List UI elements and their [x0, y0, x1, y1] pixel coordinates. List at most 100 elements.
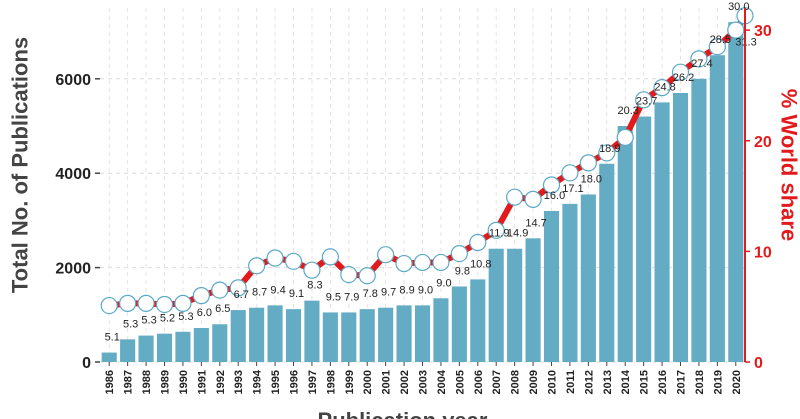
marker-point	[506, 188, 524, 206]
bar-1997	[304, 300, 320, 362]
bar-1988	[138, 335, 154, 362]
x-tick-label: 1998	[325, 370, 337, 394]
x-tick-label: 2004	[436, 369, 448, 394]
bar-2002	[396, 305, 412, 362]
marker-point	[119, 294, 137, 312]
bar-1993	[230, 310, 246, 362]
bar-2012	[580, 194, 596, 362]
bar-2008	[507, 248, 523, 362]
x-tick-label: 1986	[104, 370, 116, 394]
axes: 0 2000 4000 6000 0 10 20 30 1986 1987 1988 1989 1990…	[55, 8, 772, 394]
x-tick-label: 1987	[123, 370, 135, 394]
bar-2011	[562, 203, 578, 362]
marker-point	[579, 154, 597, 172]
data-label: 28.5	[710, 34, 731, 46]
data-label: 10.8	[470, 258, 491, 270]
marker-point	[413, 253, 432, 272]
x-tick-label: 2018	[694, 370, 706, 394]
bar-2015	[636, 116, 652, 362]
bar-series	[101, 22, 744, 363]
marker-point	[469, 233, 487, 252]
marker-point	[395, 254, 413, 273]
bar-2020	[728, 22, 744, 362]
x-tick-label: 2006	[473, 370, 485, 394]
data-label: 8.7	[252, 287, 267, 299]
data-label: 9.0	[436, 277, 451, 289]
data-label: 16.0	[544, 190, 565, 202]
data-label: 6.7	[234, 289, 249, 301]
x-tick-label: 2012	[583, 370, 595, 394]
bar-1991	[193, 328, 209, 362]
data-label: 9.4	[270, 284, 285, 296]
data-label: 6.5	[215, 303, 230, 315]
marker-point	[542, 176, 561, 194]
bar-1996	[285, 309, 302, 362]
y-right-tick-label: 10	[754, 244, 772, 261]
data-label: 9.0	[418, 284, 433, 296]
bar-2009	[525, 238, 541, 362]
x-tick-label: 2017	[676, 370, 688, 394]
marker-point	[137, 294, 155, 312]
x-tick-label: 1997	[307, 370, 319, 394]
marker-point	[653, 79, 671, 97]
data-label: 11.9	[489, 228, 510, 240]
bar-1994	[249, 307, 265, 362]
y-axis-left-title: Total No. of Publications	[8, 37, 33, 293]
bar-2003	[414, 305, 431, 362]
bar-2006	[470, 279, 486, 362]
data-label: 5.3	[123, 318, 138, 330]
marker-point	[174, 294, 192, 312]
marker-point	[708, 38, 726, 56]
marker-point	[727, 21, 745, 39]
x-tick-label: 2015	[639, 370, 651, 394]
marker-point	[192, 287, 210, 305]
data-labels: 5.15.3 5.3 5.2 5.3 6.0 6.56.7 8.7 9.4 9.18.39.5 7…	[105, 1, 757, 343]
x-tick-label: 2000	[362, 370, 374, 394]
x-tick-label: 1993	[233, 370, 245, 394]
marker-point	[321, 248, 339, 266]
data-label: 5.3	[178, 311, 193, 323]
marker-point	[358, 267, 376, 285]
data-label: 8.3	[307, 280, 322, 292]
x-tick-label: 2010	[547, 370, 559, 394]
marker-point	[450, 244, 468, 263]
marker-point	[635, 91, 653, 109]
marker-point	[432, 253, 450, 272]
x-tick-label: 2019	[712, 370, 724, 394]
data-label: 18.9	[599, 143, 620, 155]
marker-point	[211, 281, 229, 299]
y-left-tick-label: 0	[82, 355, 91, 372]
x-tick-label: 2003	[418, 370, 430, 394]
data-label: 14.7	[525, 217, 546, 229]
bar-2010	[543, 210, 560, 362]
marker-point	[598, 144, 616, 162]
data-label: 5.1	[105, 332, 120, 344]
x-tick-label: 2005	[454, 370, 466, 394]
x-tick-label: 2013	[602, 370, 614, 394]
x-tick-label: 1992	[215, 370, 227, 394]
bar-2018	[691, 78, 707, 363]
marker-point	[284, 252, 303, 270]
data-label: 17.1	[562, 183, 583, 195]
data-label: 5.2	[160, 313, 175, 325]
y-right-tick-label: 0	[754, 355, 763, 372]
x-tick-label: 2016	[657, 370, 669, 394]
marker-point	[248, 257, 266, 275]
data-label: 9.1	[289, 288, 304, 300]
bar-2019	[709, 55, 725, 362]
x-tick-label: 1990	[178, 370, 190, 394]
x-tick-label: 2011	[565, 370, 577, 394]
x-tick-label: 2001	[381, 370, 393, 394]
data-label: 14.9	[507, 228, 528, 240]
data-label: 26.2	[673, 72, 694, 84]
data-label: 9.5	[326, 291, 341, 303]
x-tick-label: 1999	[344, 370, 356, 394]
marker-point	[100, 296, 118, 315]
marker-point	[690, 50, 708, 68]
data-label: 8.9	[399, 284, 414, 296]
bar-1999	[341, 312, 357, 362]
bar-1995	[267, 305, 283, 362]
x-tick-label: 1991	[196, 370, 208, 394]
